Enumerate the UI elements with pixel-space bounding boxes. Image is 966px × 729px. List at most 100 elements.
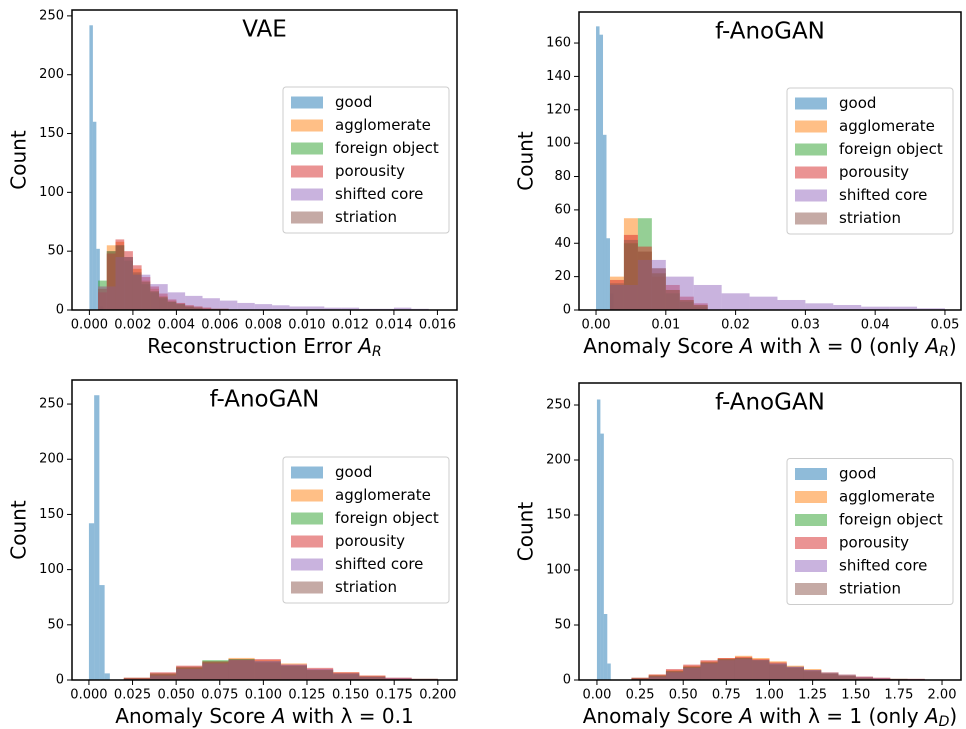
histogram-bar (803, 671, 822, 680)
legend-swatch (795, 143, 827, 156)
histogram-bar (254, 304, 273, 310)
legend-swatch (291, 558, 323, 571)
chart-title: VAE (242, 17, 287, 43)
y-tick-label: 100 (546, 563, 571, 578)
x-axis-label-part: with λ = 0 (only (753, 334, 925, 358)
x-axis-label-part: ) (949, 704, 957, 728)
histogram-bar (219, 300, 238, 310)
legend-swatch (795, 189, 827, 202)
x-axis-label-part: A (270, 704, 286, 728)
histogram-bar (631, 677, 649, 680)
histogram-bar (185, 306, 194, 310)
legend-swatch (291, 466, 323, 479)
panel: 0.000 0.002 0.004 0.006 0.008 0.010 0.012 0.014… (7, 8, 458, 360)
histogram-bar (141, 281, 151, 310)
y-tick-label: 250 (39, 397, 64, 412)
histogram-bar (889, 306, 918, 310)
histogram-bar (679, 299, 694, 310)
legend-frame (282, 456, 450, 604)
legend-frame (786, 458, 954, 605)
y-tick-label: 50 (554, 618, 571, 633)
x-tick-label: 1.25 (798, 688, 827, 703)
histogram-bar (289, 306, 307, 310)
histogram-bar (769, 664, 787, 680)
histogram-bar (333, 673, 360, 680)
histogram-bar (665, 289, 680, 310)
x-tick-label: 0.000 (71, 318, 108, 333)
axes-frame (578, 382, 962, 681)
legend-swatch (795, 491, 827, 503)
panel: 0.00 0.01 0.02 0.03 0.04 0.05 0 20 40 60 80 100 120 1… (514, 11, 962, 360)
histogram-bar (596, 399, 601, 680)
x-axis-label-part: ) (949, 334, 957, 358)
legend-swatch (795, 120, 827, 133)
histogram-bar (821, 673, 839, 680)
axes-frame (71, 379, 458, 681)
y-tick-label: 100 (39, 562, 64, 577)
histogram-bar (603, 614, 608, 680)
histogram-bar (596, 26, 600, 310)
histogram-bar (777, 299, 806, 310)
legend-label: porousity (839, 534, 909, 552)
legend-swatch (291, 535, 323, 548)
legend-label: shifted core (839, 186, 927, 204)
legend-label: porousity (335, 532, 405, 550)
y-tick-label: 40 (554, 236, 571, 251)
y-axis-label: Count (514, 502, 538, 562)
x-axis-label: Anomaly Score A with λ = 0.1 (115, 704, 413, 728)
y-axis-label: Count (7, 500, 31, 560)
histogram-bar (700, 662, 718, 680)
histogram-bar (683, 666, 701, 680)
chart-title: f-AnoGAN (210, 387, 320, 413)
legend-label: foreign object (839, 140, 943, 158)
legend-swatch (291, 512, 323, 525)
histogram-bar (193, 307, 203, 310)
x-axis-label-part: A (923, 704, 939, 728)
histogram-bar (202, 661, 229, 680)
x-axis-label-part: R (939, 344, 949, 360)
histogram-bar (98, 288, 107, 310)
histogram-bar (648, 675, 666, 680)
x-tick-label: 0.008 (245, 318, 282, 333)
histogram-bar (717, 659, 735, 680)
legend-label: agglomerate (839, 488, 935, 506)
histogram-bar (607, 663, 611, 680)
x-tick-label: 0.150 (332, 688, 369, 703)
x-tick-label: 0.04 (861, 318, 890, 333)
histogram-bar (651, 273, 666, 310)
x-tick-label: 0.00 (582, 318, 611, 333)
legend-swatch (795, 537, 827, 549)
legend-label: striation (839, 209, 901, 227)
y-tick-label: 160 (546, 36, 571, 51)
y-tick-label: 0 (563, 303, 571, 318)
y-axis-label: Count (7, 130, 31, 190)
legend-label: foreign object (335, 139, 439, 157)
x-axis-label-part: Anomaly Score (583, 704, 739, 728)
histogram-bar (359, 676, 386, 680)
legend-label: good (335, 463, 372, 481)
x-tick-label: 0.100 (245, 688, 282, 703)
y-tick-label: 150 (546, 508, 571, 523)
legend-frame (282, 86, 450, 234)
x-tick-label: 0.010 (288, 318, 325, 333)
legend-label: striation (335, 208, 397, 226)
histogram-bar (599, 34, 604, 311)
x-tick-label: 0.002 (114, 318, 151, 333)
histogram-bar (150, 291, 160, 310)
x-tick-label: 0.006 (201, 318, 238, 333)
histogram-bar (123, 677, 150, 680)
legend-swatch (795, 97, 827, 110)
x-tick-label: 0.200 (419, 688, 456, 703)
x-axis-label-part: D (939, 714, 950, 729)
y-tick-label: 50 (47, 244, 64, 259)
histogram-bar (749, 296, 778, 310)
legend-swatch (291, 188, 323, 201)
legend-swatch (795, 514, 827, 526)
panel: 0.00 0.25 0.50 0.75 1.00 1.25 1.50 1.75 2.00 0 50 1… (514, 382, 962, 729)
histogram-bar (104, 673, 110, 680)
x-axis-label-part: with λ = 0.1 (285, 704, 413, 728)
histogram-bar (855, 677, 874, 680)
y-tick-label: 200 (39, 67, 64, 82)
histogram-bar (94, 395, 100, 680)
